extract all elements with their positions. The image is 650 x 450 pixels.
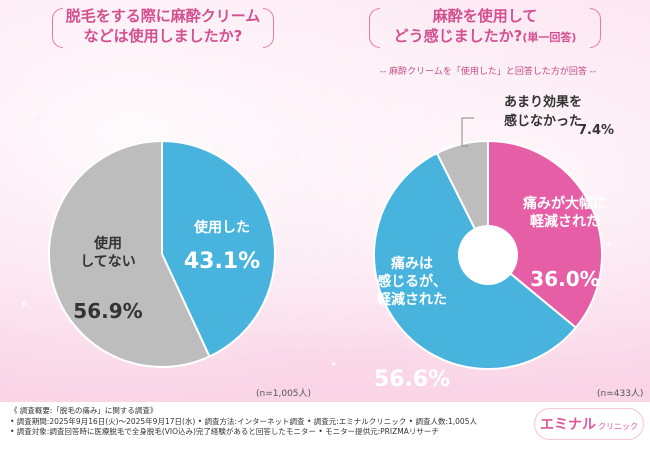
respondent-note: -- 麻酔クリームを「使用した」と回答した方が回答 -- [379,67,597,77]
pie-slice [487,139,603,330]
logo-main: エミナル [540,417,596,433]
slice-label: 使用した [193,219,250,236]
pie-slice [161,139,276,358]
left-sample-size: (n=1,005人) [256,389,312,399]
footer-line3: • 調査対象:調査回答時に医療脱毛で全身脱毛(VIO込み)完了経験があると回答し… [10,427,439,436]
sparkle-icon: ✦ [30,110,38,120]
sparkle-icon: ✦ [330,360,338,370]
right-title-suffix: (単一回答) [522,31,577,44]
slice-value: 36.0% [530,267,599,291]
survey-footer: 《 調査概要:「脱毛の痛み」に関する調査》 • 調査期間:2025年9月16日(… [0,402,650,450]
pie-chart-2 [373,139,603,370]
right-title-line2: どう感じましたか? [393,27,523,45]
slice-value: 56.9% [73,299,142,323]
sparkle-icon: ✦ [20,300,28,310]
slice-label: あまり効果を感じなかった [504,94,582,129]
right-sample-size: (n=433人) [597,389,644,399]
slice-label: 使用してない [80,235,136,270]
left-chart-title: 脱毛をする際に麻酔クリーム などは使用しましたか? [52,6,274,48]
slice-value: 43.1% [184,249,260,274]
clinic-logo: エミナル クリニック [540,414,638,434]
pie-slice [48,139,211,368]
slice-label: 痛みが大幅に軽減された [522,195,607,230]
sparkle-icon: ✦ [605,240,613,250]
footer-line2: • 調査期間:2025年9月16日(火)〜2025年9月17日(水) • 調査方… [10,416,477,426]
donut-hole [458,225,518,285]
charts-canvas: 使用した 43.1% 使用してない 56.9% 痛みが大幅に軽減された 36.0% 痛みは感… [48,94,615,392]
footer-line1: 《 調査概要:「脱毛の痛み」に関する調査》 [10,406,158,415]
logo-frame [534,408,644,440]
pie-chart-1 [48,139,276,368]
logo-sub: クリニック [598,422,638,431]
left-title-line1: 脱毛をする際に麻酔クリーム [65,7,261,25]
slice-label: 痛みは感じるが、軽減された [377,255,447,308]
left-title-line2: などは使用しましたか? [83,27,243,45]
right-title-line1: 麻酔を使用して [432,7,538,25]
slice-value: 7.4% [578,123,614,138]
sparkle-icon: ✦ [300,150,308,160]
slice-value: 56.6% [374,367,450,392]
leader-line [461,117,474,147]
